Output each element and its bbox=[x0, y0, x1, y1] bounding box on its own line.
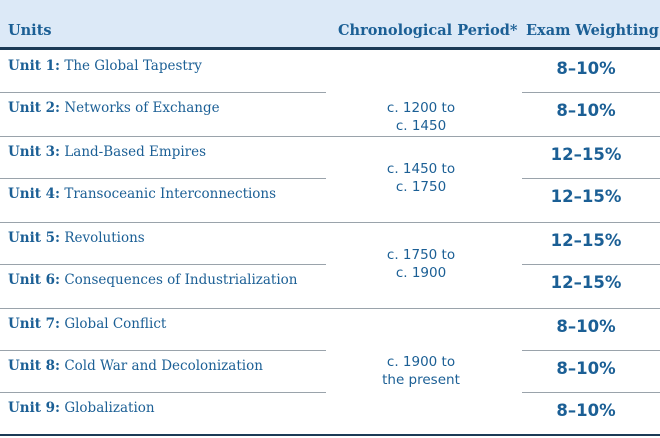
row-divider bbox=[522, 222, 660, 223]
table-row: Unit 5: Revolutions 12–15% bbox=[0, 222, 660, 264]
row-divider bbox=[522, 136, 660, 137]
table-row: Unit 3: Land-Based Empires 12–15% bbox=[0, 136, 660, 178]
row-divider bbox=[0, 392, 326, 393]
exam-weighting: 8–10% bbox=[556, 59, 616, 78]
row-divider bbox=[522, 178, 660, 179]
period-end: the present bbox=[382, 372, 460, 388]
unit-title: The Global Tapestry bbox=[60, 58, 202, 74]
unit-title: Global Conflict bbox=[60, 316, 167, 332]
exam-weighting: 8–10% bbox=[556, 317, 616, 336]
table-row: Unit 2: Networks of Exchange 8–10% bbox=[0, 92, 660, 134]
chronological-period-cell: c. 1750 to c. 1900 bbox=[326, 246, 516, 282]
row-divider bbox=[0, 350, 326, 351]
table-row: Unit 6: Consequences of Industrializatio… bbox=[0, 264, 660, 306]
unit-label: Unit 5: Revolutions bbox=[8, 230, 145, 246]
header-units: Units bbox=[8, 22, 52, 39]
unit-number: Unit 8: bbox=[8, 358, 61, 374]
unit-number: Unit 7: bbox=[8, 316, 61, 332]
table-row: Unit 9: Globalization 8–10% bbox=[0, 392, 660, 434]
exam-weighting: 12–15% bbox=[550, 273, 622, 292]
exam-weighting: 8–10% bbox=[556, 359, 616, 378]
period-end: c. 1900 bbox=[395, 265, 447, 281]
row-divider bbox=[0, 92, 326, 93]
exam-weighting: 8–10% bbox=[556, 401, 616, 420]
header-exam-weighting: Exam Weighting bbox=[526, 22, 659, 39]
row-divider bbox=[522, 92, 660, 93]
row-divider bbox=[0, 264, 326, 265]
row-divider bbox=[0, 222, 326, 223]
unit-number: Unit 5: bbox=[8, 230, 61, 246]
period-start: c. 1750 to bbox=[386, 247, 456, 263]
period-end: c. 1750 bbox=[395, 179, 447, 195]
table-header: Units Chronological Period* Exam Weighti… bbox=[0, 0, 660, 50]
unit-title: Revolutions bbox=[60, 230, 145, 246]
row-divider bbox=[522, 392, 660, 393]
unit-number: Unit 4: bbox=[8, 186, 61, 202]
unit-title: Transoceanic Interconnections bbox=[60, 186, 277, 202]
unit-number: Unit 1: bbox=[8, 58, 61, 74]
unit-number: Unit 6: bbox=[8, 272, 61, 288]
row-divider bbox=[522, 350, 660, 351]
exam-weighting: 12–15% bbox=[550, 231, 622, 250]
row-divider bbox=[0, 178, 326, 179]
unit-label: Unit 3: Land-Based Empires bbox=[8, 144, 206, 160]
period-start: c. 1450 to bbox=[386, 161, 456, 177]
unit-label: Unit 6: Consequences of Industrializatio… bbox=[8, 272, 298, 288]
exam-weighting: 8–10% bbox=[556, 101, 616, 120]
exam-weighting: 12–15% bbox=[550, 187, 622, 206]
period-end: c. 1450 bbox=[395, 118, 447, 134]
unit-title: Consequences of Industrialization bbox=[60, 272, 298, 288]
unit-title: Land-Based Empires bbox=[60, 144, 207, 160]
table-bottom-rule bbox=[0, 434, 660, 436]
row-divider bbox=[522, 264, 660, 265]
unit-number: Unit 3: bbox=[8, 144, 61, 160]
unit-number: Unit 9: bbox=[8, 400, 61, 416]
unit-label: Unit 1: The Global Tapestry bbox=[8, 58, 202, 74]
period-start: c. 1900 to bbox=[386, 354, 456, 370]
row-divider bbox=[0, 136, 326, 137]
unit-number: Unit 2: bbox=[8, 100, 61, 116]
unit-label: Unit 7: Global Conflict bbox=[8, 316, 166, 332]
period-divider bbox=[326, 136, 522, 137]
unit-label: Unit 2: Networks of Exchange bbox=[8, 100, 220, 116]
period-divider bbox=[326, 222, 522, 223]
table-row: Unit 7: Global Conflict 8–10% bbox=[0, 308, 660, 350]
unit-title: Cold War and Decolonization bbox=[60, 358, 263, 374]
exam-weighting: 12–15% bbox=[550, 145, 622, 164]
unit-label: Unit 4: Transoceanic Interconnections bbox=[8, 186, 276, 202]
chronological-period-cell: c. 1900 to the present bbox=[326, 353, 516, 389]
unit-title: Networks of Exchange bbox=[60, 100, 220, 116]
period-start: c. 1200 to bbox=[386, 100, 456, 116]
table-row: Unit 4: Transoceanic Interconnections 12… bbox=[0, 178, 660, 220]
table-row: Unit 8: Cold War and Decolonization 8–10… bbox=[0, 350, 660, 392]
chronological-period-cell: c. 1200 to c. 1450 bbox=[326, 99, 516, 135]
row-divider bbox=[522, 308, 660, 309]
unit-label: Unit 9: Globalization bbox=[8, 400, 155, 416]
table-row: Unit 1: The Global Tapestry 8–10% bbox=[0, 50, 660, 92]
unit-title: Globalization bbox=[60, 400, 155, 416]
unit-label: Unit 8: Cold War and Decolonization bbox=[8, 358, 263, 374]
row-divider bbox=[0, 308, 326, 309]
chronological-period-cell: c. 1450 to c. 1750 bbox=[326, 160, 516, 196]
header-chronological-period: Chronological Period* bbox=[338, 22, 518, 39]
period-divider bbox=[326, 308, 522, 309]
